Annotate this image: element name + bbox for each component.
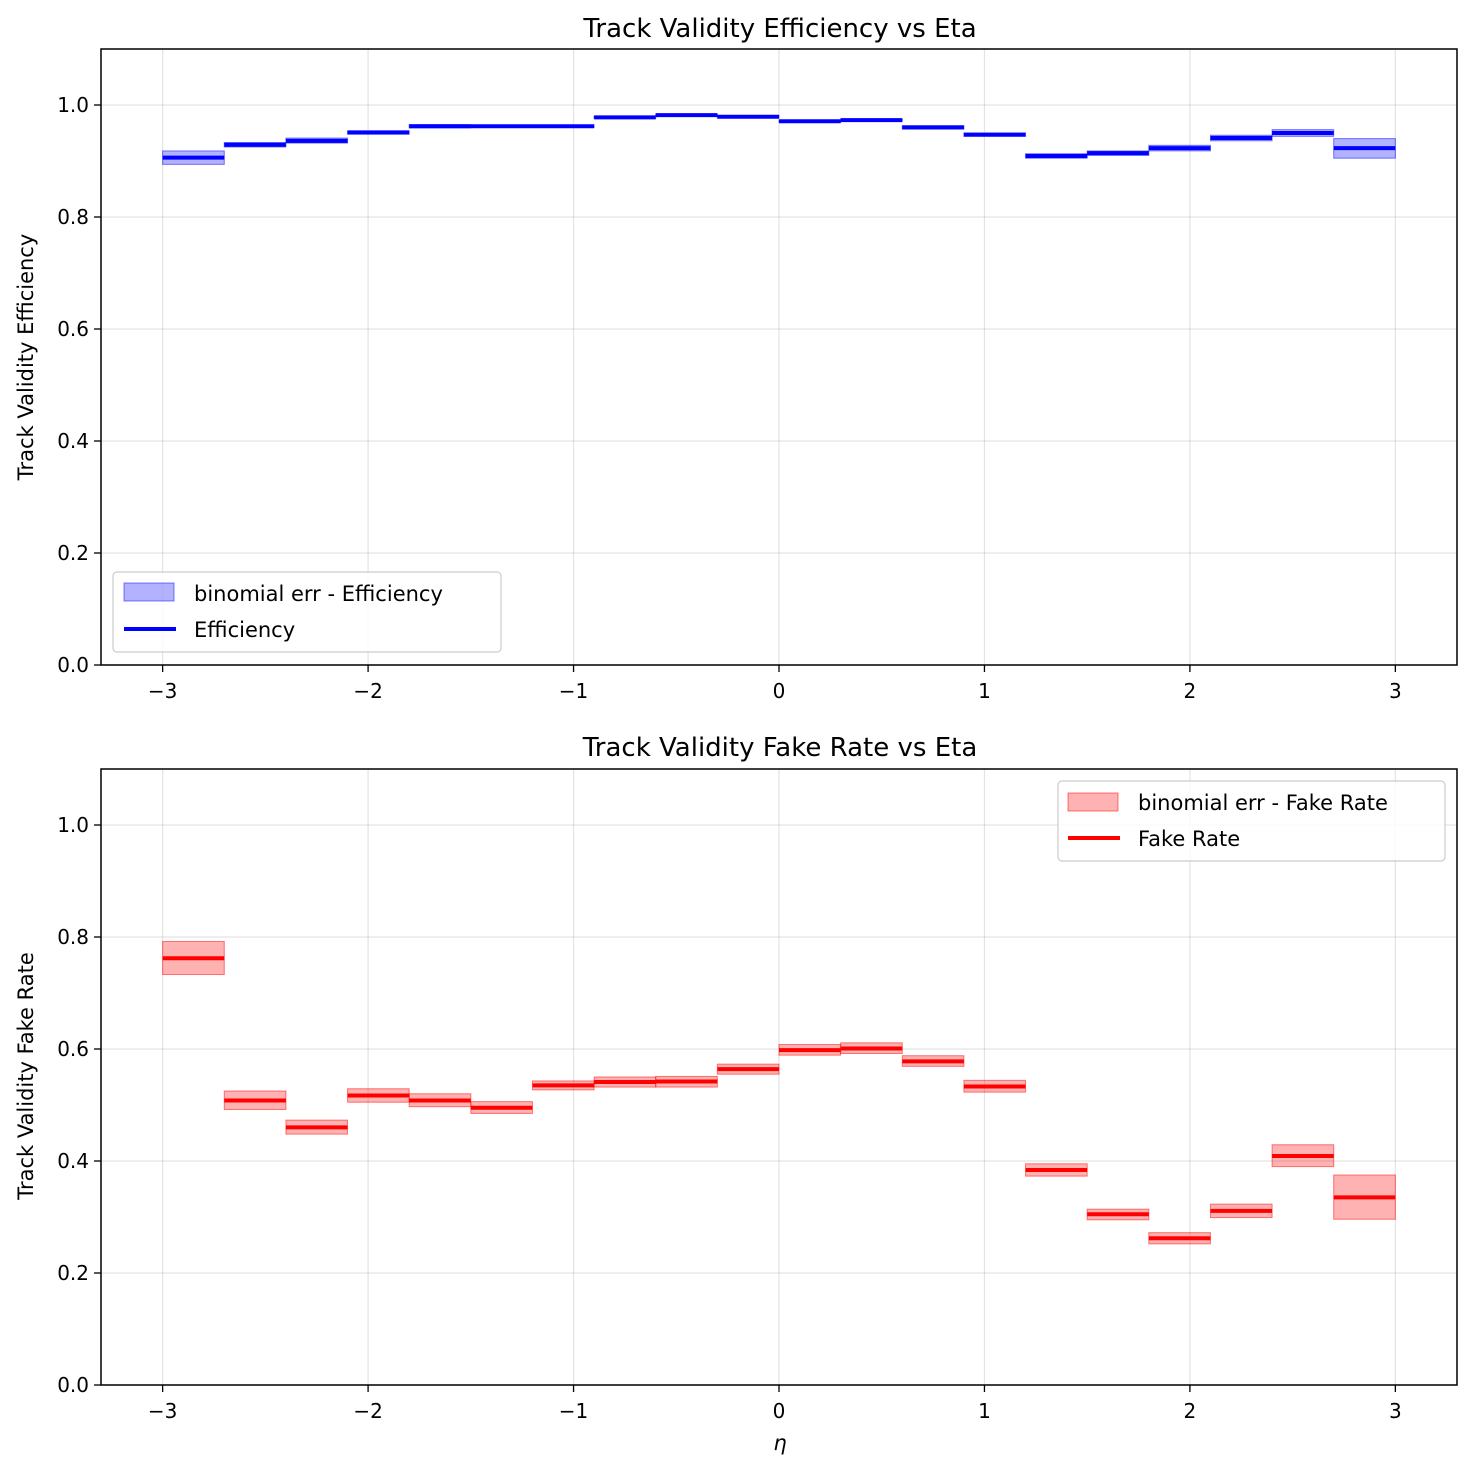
fake-rate-legend-band-swatch xyxy=(1067,792,1119,812)
efficiency-y-tick-label: 0.2 xyxy=(57,541,89,565)
efficiency-step-lines xyxy=(162,113,1396,160)
fake-rate-x-axis-label: η xyxy=(773,1431,786,1455)
fake-rate-title: Track Validity Fake Rate vs Eta xyxy=(582,733,978,763)
fake-rate-ticks: −3 −2 −1 0 1 2 3 0.0 0.2 0.4 0.6 0.8 1.0 xyxy=(57,813,1402,1423)
efficiency-x-tick-label: 0 xyxy=(773,679,786,703)
efficiency-x-tick-label: −3 xyxy=(148,679,177,703)
efficiency-ticks: −3 −2 −1 0 1 2 3 0.0 0.2 0.4 0.6 0.8 1.0 xyxy=(57,93,1402,703)
fake-rate-y-tick-label: 0.4 xyxy=(57,1149,89,1173)
efficiency-x-tick-label: −1 xyxy=(559,679,588,703)
efficiency-title: Track Validity Efficiency vs Eta xyxy=(582,14,976,44)
fake-rate-legend-band-label: binomial err - Fake Rate xyxy=(1138,791,1388,815)
efficiency-y-tick-label: 1.0 xyxy=(57,93,89,117)
fake-rate-x-tick-label: 2 xyxy=(1184,1399,1197,1423)
efficiency-x-tick-label: 1 xyxy=(978,679,991,703)
fake-rate-y-tick-label: 0.2 xyxy=(57,1261,89,1285)
fake-rate-y-tick-label: 1.0 xyxy=(57,813,89,837)
fake-rate-legend: binomial err - Fake Rate Fake Rate xyxy=(1057,780,1446,862)
fake-rate-panel: Track Validity Fake Rate vs Eta Track Va… xyxy=(14,733,1458,1455)
fake-rate-y-tick-label: 0.0 xyxy=(57,1373,89,1397)
fake-rate-x-tick-label: −1 xyxy=(559,1399,588,1423)
fake-rate-legend-line-label: Fake Rate xyxy=(1138,827,1240,851)
efficiency-y-tick-label: 0.0 xyxy=(57,653,89,677)
fake-rate-y-tick-label: 0.8 xyxy=(57,925,89,949)
fake-rate-x-tick-label: 0 xyxy=(773,1399,786,1423)
fake-rate-legend-box xyxy=(1057,780,1446,862)
efficiency-x-tick-label: 3 xyxy=(1389,679,1402,703)
efficiency-panel: Track Validity Efficiency vs Eta Track V… xyxy=(14,14,1458,703)
efficiency-legend: binomial err - Efficiency Efficiency xyxy=(112,571,502,653)
efficiency-y-tick-label: 0.6 xyxy=(57,317,89,341)
efficiency-legend-band-swatch xyxy=(123,582,175,602)
efficiency-x-tick-label: 2 xyxy=(1184,679,1197,703)
fake-rate-step-lines xyxy=(162,956,1396,1241)
fake-rate-x-tick-label: 3 xyxy=(1389,1399,1402,1423)
efficiency-legend-box xyxy=(112,571,502,653)
fake-rate-x-tick-label: −3 xyxy=(148,1399,177,1423)
efficiency-y-tick-label: 0.4 xyxy=(57,429,89,453)
efficiency-x-tick-label: −2 xyxy=(353,679,382,703)
fake-rate-x-tick-label: −2 xyxy=(353,1399,382,1423)
efficiency-legend-line-label: Efficiency xyxy=(194,618,295,642)
efficiency-y-axis-label: Track Validity Efficiency xyxy=(14,234,38,482)
efficiency-legend-band-label: binomial err - Efficiency xyxy=(194,582,443,606)
fake-rate-y-tick-label: 0.6 xyxy=(57,1037,89,1061)
fake-rate-y-axis-label: Track Validity Fake Rate xyxy=(14,952,38,1201)
fake-rate-x-tick-label: 1 xyxy=(978,1399,991,1423)
efficiency-y-tick-label: 0.8 xyxy=(57,205,89,229)
